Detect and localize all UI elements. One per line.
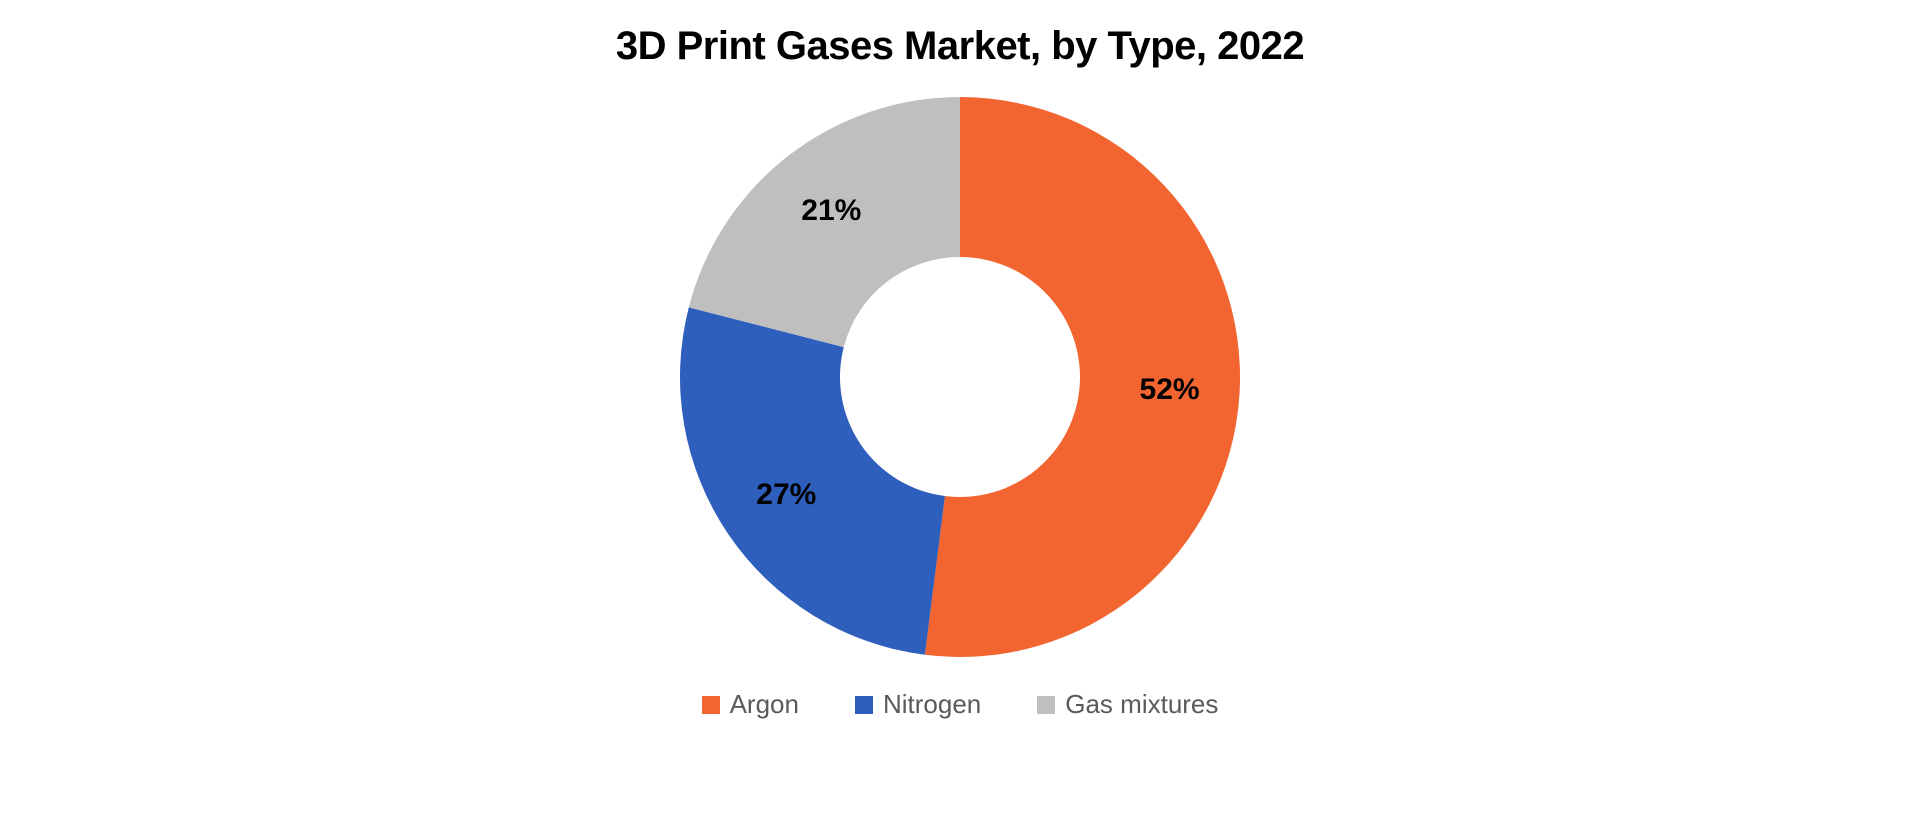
legend-swatch — [1037, 696, 1055, 714]
slice-argon — [925, 97, 1240, 657]
legend-label: Gas mixtures — [1065, 689, 1218, 720]
slice-gas-mixtures — [689, 97, 960, 347]
slice-nitrogen — [680, 307, 945, 654]
legend-swatch — [702, 696, 720, 714]
donut-chart: 52%27%21% — [660, 77, 1260, 677]
legend-item-argon: Argon — [702, 689, 799, 720]
chart-legend: Argon Nitrogen Gas mixtures — [702, 689, 1219, 720]
chart-container: 3D Print Gases Market, by Type, 2022 52%… — [0, 0, 1920, 818]
legend-item-gas-mixtures: Gas mixtures — [1037, 689, 1218, 720]
legend-item-nitrogen: Nitrogen — [855, 689, 981, 720]
legend-label: Nitrogen — [883, 689, 981, 720]
chart-title: 3D Print Gases Market, by Type, 2022 — [616, 24, 1304, 69]
legend-label: Argon — [730, 689, 799, 720]
donut-svg — [660, 77, 1260, 677]
legend-swatch — [855, 696, 873, 714]
